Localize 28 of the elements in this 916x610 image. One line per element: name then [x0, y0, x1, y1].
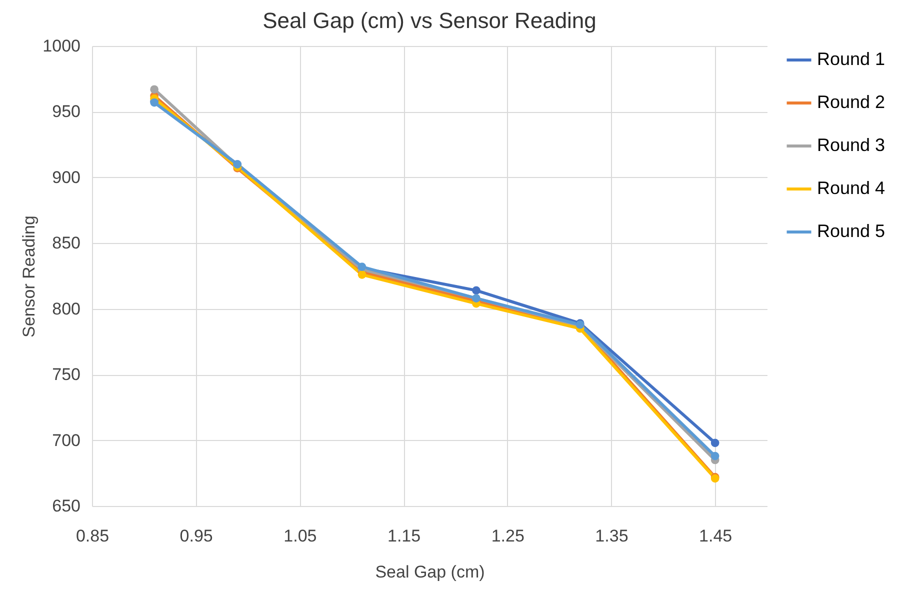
point — [358, 270, 366, 279]
point — [150, 85, 158, 94]
y-tick-label: 850 — [52, 234, 80, 253]
x-tick-label: 1.45 — [699, 526, 732, 546]
legend-label: Round 4 — [817, 178, 886, 198]
chart-title: Seal Gap (cm) vs Sensor Reading — [262, 8, 596, 33]
legend-label: Round 1 — [817, 49, 886, 69]
legend-label: Round 3 — [817, 135, 886, 155]
x-axis-title: Seal Gap (cm) — [375, 562, 485, 582]
legend-label: Round 2 — [817, 92, 886, 112]
x-tick-label: 0.85 — [76, 526, 110, 546]
legend-label: Round 5 — [817, 221, 886, 241]
x-tick-label: 1.15 — [387, 526, 421, 546]
y-tick-label: 1000 — [42, 36, 80, 56]
y-tick-label: 900 — [52, 168, 80, 187]
point — [710, 452, 720, 460]
x-tick-label: 1.35 — [595, 526, 628, 546]
y-tick-label: 750 — [52, 365, 80, 384]
y-tick-label: 800 — [52, 299, 80, 318]
x-tick-label: 0.95 — [180, 526, 213, 546]
y-tick-label: 950 — [52, 102, 80, 122]
y-tick-label: 700 — [52, 430, 80, 450]
point — [472, 286, 480, 295]
y-tick-label: 650 — [52, 496, 80, 516]
y-axis-title: Sensor Reading — [20, 216, 39, 338]
x-tick-label: 1.25 — [491, 526, 524, 546]
point — [710, 438, 720, 448]
x-tick-label: 1.05 — [284, 526, 317, 546]
